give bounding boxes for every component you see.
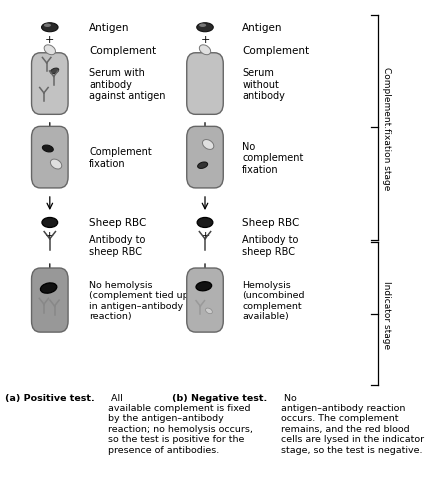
Text: +: + bbox=[45, 57, 55, 67]
Ellipse shape bbox=[197, 218, 213, 228]
Text: No
antigen–antibody reaction
occurs. The complement
remains, and the red blood
c: No antigen–antibody reaction occurs. The… bbox=[281, 393, 425, 454]
Text: (b) Negative test.: (b) Negative test. bbox=[172, 393, 267, 402]
Text: Complement: Complement bbox=[242, 46, 309, 56]
Ellipse shape bbox=[51, 160, 62, 170]
Text: Serum with
antibody
against antigen: Serum with antibody against antigen bbox=[89, 68, 165, 101]
Ellipse shape bbox=[199, 46, 211, 56]
Ellipse shape bbox=[44, 25, 51, 28]
Ellipse shape bbox=[197, 24, 213, 33]
FancyBboxPatch shape bbox=[187, 127, 223, 188]
Ellipse shape bbox=[205, 309, 213, 314]
Text: Complement.fixation stage: Complement.fixation stage bbox=[382, 67, 391, 190]
Text: (a) Positive test.: (a) Positive test. bbox=[5, 393, 94, 402]
Text: Antibody to
sheep RBC: Antibody to sheep RBC bbox=[242, 235, 299, 257]
Text: +: + bbox=[45, 230, 55, 240]
FancyBboxPatch shape bbox=[32, 269, 68, 333]
Text: All
available complement is fixed
by the antigen–antibody
reaction; no hemolysis: All available complement is fixed by the… bbox=[108, 393, 253, 454]
Text: Antigen: Antigen bbox=[89, 23, 130, 33]
Text: +: + bbox=[200, 230, 210, 240]
FancyBboxPatch shape bbox=[187, 269, 223, 333]
FancyBboxPatch shape bbox=[32, 54, 68, 115]
Ellipse shape bbox=[44, 46, 55, 56]
Text: +: + bbox=[200, 57, 210, 67]
Text: No
complement
fixation: No complement fixation bbox=[242, 141, 304, 174]
Ellipse shape bbox=[42, 146, 53, 153]
Text: Complement: Complement bbox=[89, 46, 156, 56]
Ellipse shape bbox=[42, 218, 58, 228]
Text: Antibody to
sheep RBC: Antibody to sheep RBC bbox=[89, 235, 146, 257]
Text: +: + bbox=[200, 35, 210, 45]
FancyBboxPatch shape bbox=[187, 54, 223, 115]
Ellipse shape bbox=[41, 24, 58, 33]
Ellipse shape bbox=[198, 163, 208, 169]
Ellipse shape bbox=[196, 282, 212, 291]
Ellipse shape bbox=[199, 25, 206, 28]
Text: +: + bbox=[45, 35, 55, 45]
Ellipse shape bbox=[202, 140, 214, 150]
FancyBboxPatch shape bbox=[32, 127, 68, 188]
Ellipse shape bbox=[40, 283, 57, 294]
Text: Indicator stage: Indicator stage bbox=[382, 280, 391, 348]
Text: Sheep RBC: Sheep RBC bbox=[89, 218, 147, 228]
Text: Serum
without
antibody: Serum without antibody bbox=[242, 68, 285, 101]
Ellipse shape bbox=[50, 69, 59, 75]
Text: Complement
fixation: Complement fixation bbox=[89, 147, 152, 169]
Text: Hemolysis
(uncombined
complement
available): Hemolysis (uncombined complement availab… bbox=[242, 281, 305, 321]
Text: Antigen: Antigen bbox=[242, 23, 283, 33]
Text: No hemolysis
(complement tied up
in antigen–antibody
reaction): No hemolysis (complement tied up in anti… bbox=[89, 281, 189, 321]
Text: Sheep RBC: Sheep RBC bbox=[242, 218, 300, 228]
